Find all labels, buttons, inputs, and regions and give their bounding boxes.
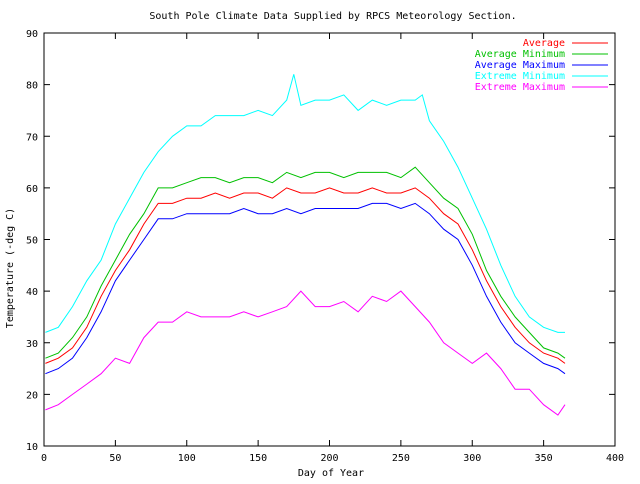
y-tick-label: 20 — [26, 390, 38, 401]
series-lines — [45, 74, 566, 416]
y-tick-label: 90 — [26, 29, 38, 40]
x-tick-label: 200 — [320, 453, 338, 464]
series-line-1 — [45, 166, 566, 359]
chart-title: South Pole Climate Data Supplied by RPCS… — [149, 11, 516, 22]
y-tick-label: 60 — [26, 184, 38, 195]
x-tick-label: 300 — [463, 453, 481, 464]
legend-label: Extreme Maximum — [475, 82, 565, 93]
x-tick-label: 150 — [249, 453, 267, 464]
x-tick-label: 250 — [392, 453, 410, 464]
series-line-3 — [45, 74, 565, 333]
y-tick-label: 80 — [26, 81, 38, 92]
y-axis-label: Temperature (-deg C) — [5, 208, 16, 328]
x-tick-label: 350 — [535, 453, 553, 464]
legend-label: Average Maximum — [475, 60, 565, 71]
legend-label: Extreme Minimum — [475, 71, 565, 82]
x-tick-label: 0 — [41, 453, 47, 464]
plot-frame — [43, 32, 616, 447]
axes: 0 50 100 150 200 250 300 350 400 10 20 30 40 50 60 70 80… — [26, 29, 624, 464]
x-tick-label: 100 — [178, 453, 196, 464]
x-axis-label: Day of Year — [298, 468, 364, 479]
y-tick-label: 40 — [26, 287, 38, 298]
legend-label: Average — [523, 38, 565, 49]
x-tick-label: 50 — [109, 453, 121, 464]
y-tick-label: 70 — [26, 132, 38, 143]
legend-label: Average Minimum — [475, 49, 565, 60]
x-tick-label: 400 — [606, 453, 624, 464]
series-line-4 — [45, 290, 566, 416]
y-tick-label: 30 — [26, 339, 38, 350]
series-line-2 — [45, 202, 566, 375]
y-tick-label: 50 — [26, 236, 38, 247]
series-line-0 — [45, 187, 566, 364]
y-tick-label: 10 — [26, 442, 38, 453]
